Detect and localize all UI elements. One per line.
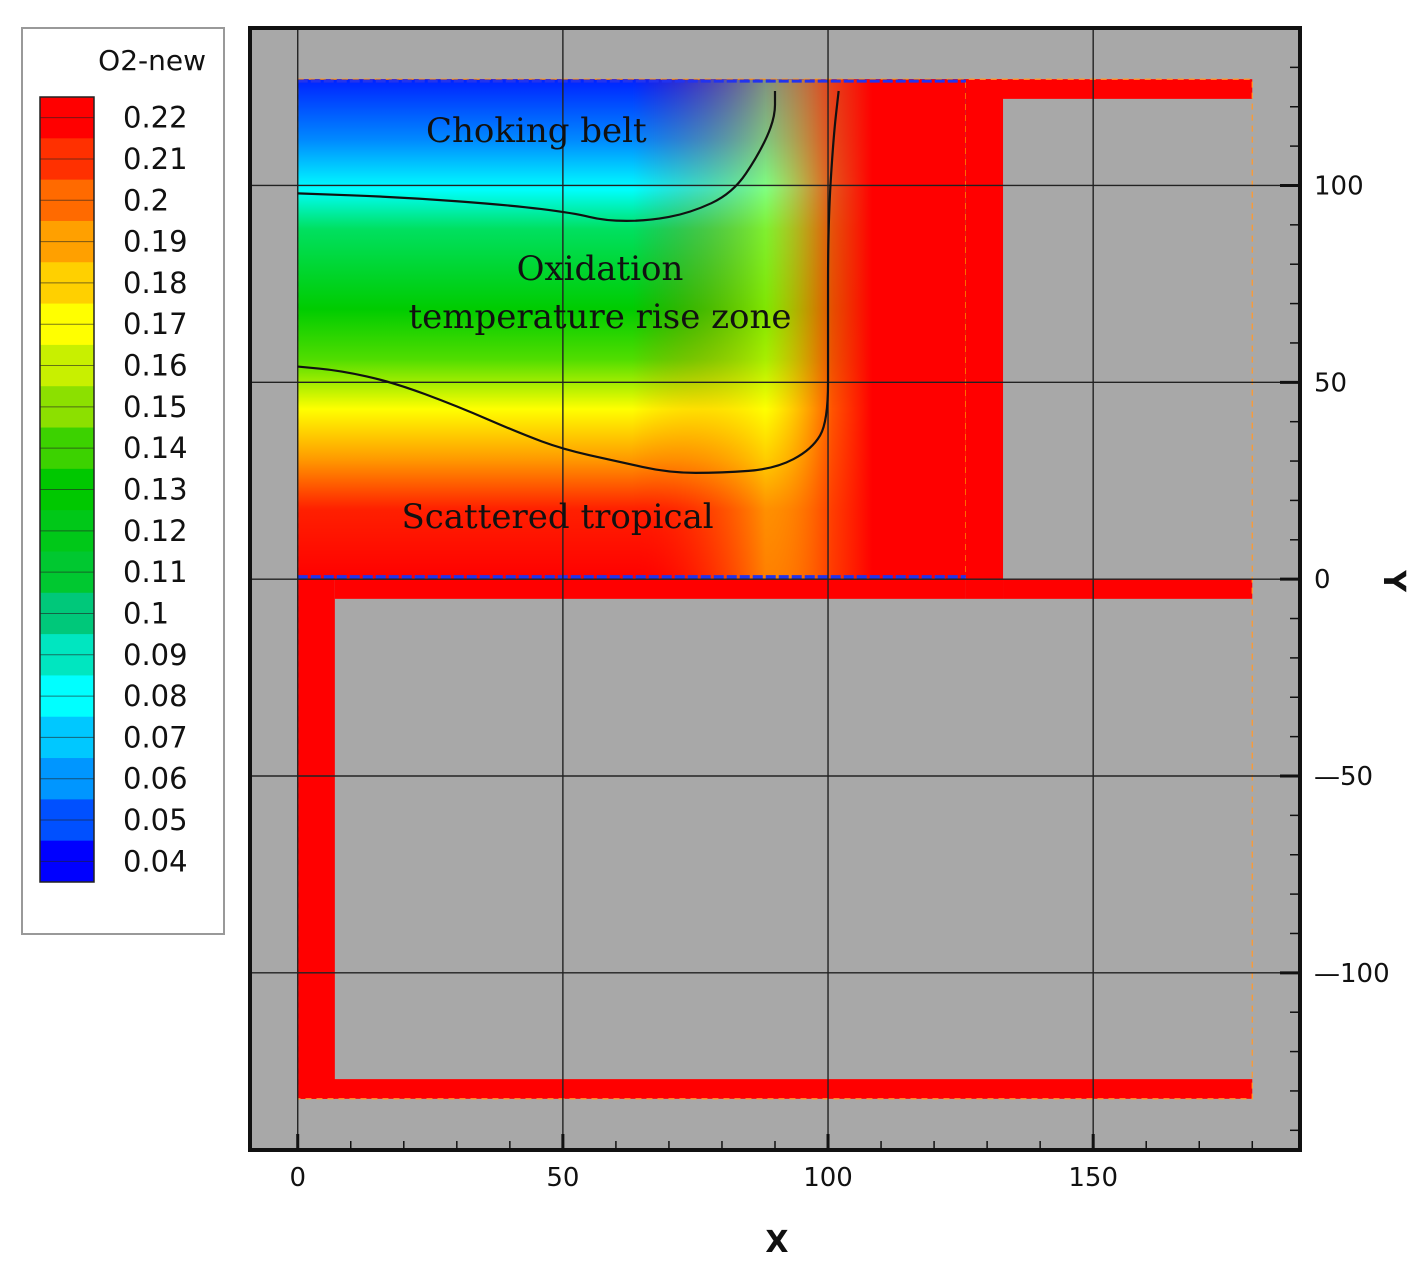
- y-tick-label: —50: [1314, 762, 1373, 792]
- colorbar-label: 0.08: [123, 679, 188, 713]
- contour-fill-right: [297, 79, 966, 580]
- x-tick-label: 0: [289, 1163, 306, 1193]
- domain-bar: [965, 79, 1004, 580]
- domain-bar: [297, 1079, 1253, 1099]
- colorbar-label: 0.11: [123, 555, 188, 589]
- y-axis-title: Y: [1376, 569, 1411, 593]
- colorbar-label: 0.1: [123, 596, 169, 630]
- contour-line-upper: [297, 90, 777, 223]
- y-axis-ticks: 100 50 0 —50 —100: [1280, 66, 1390, 1132]
- grid-lines: [250, 28, 1300, 1150]
- colorbar-label: 0.05: [123, 803, 188, 837]
- colorbar-label: 0.21: [123, 142, 188, 176]
- colorbar-label: 0.04: [123, 844, 188, 878]
- colorbar-label: 0.22: [123, 101, 188, 135]
- domain-bar: [334, 579, 966, 599]
- y-tick-label: —100: [1314, 959, 1390, 989]
- domain-bar: [1003, 579, 1253, 599]
- x-tick-label: 100: [803, 1163, 853, 1193]
- colorbar-labels: 0.22 0.21 0.2 0.19 0.18 0.17 0.16 0.15 0.14 0.13 0…: [123, 101, 188, 879]
- contour-field: [297, 79, 966, 580]
- colorbar-label: 0.12: [123, 514, 188, 548]
- colorbar-label: 0.09: [123, 638, 188, 672]
- colorbar-label: 0.15: [123, 390, 188, 424]
- contour-lines: [297, 90, 840, 474]
- zone-labels: Choking belt Oxidation temperature rise zo…: [401, 111, 791, 537]
- y-tick-label: 100: [1314, 171, 1364, 201]
- colorbar-label: 0.2: [123, 183, 169, 217]
- colorbar-frame: [39, 96, 95, 883]
- x-axis-title: X: [765, 1225, 788, 1260]
- zone-label: Scattered tropical: [401, 497, 713, 537]
- zone-label-line2: temperature rise zone: [408, 297, 791, 337]
- y-tick-label: 0: [1314, 565, 1331, 595]
- colorbar-label: 0.19: [123, 225, 188, 259]
- x-tick-label: 150: [1068, 1163, 1118, 1193]
- x-axis-ticks: 0 50 100 150: [289, 1134, 1254, 1193]
- colorbar-label: 0.16: [123, 349, 188, 383]
- zone-label: Choking belt: [426, 111, 647, 151]
- colorbar-label: 0.14: [123, 431, 188, 465]
- colorbar-legend: O2-new 0.220.210.20.190.180.170.160.150.…: [21, 27, 225, 935]
- legend-title: O2-new: [98, 44, 206, 77]
- zone-label: Oxidation: [517, 249, 684, 289]
- y-tick-label: 50: [1314, 368, 1347, 398]
- colorbar-label: 0.07: [123, 720, 188, 754]
- plot-area: Choking belt Oxidation temperature rise zo…: [248, 26, 1411, 1260]
- colorbar-bands: [39, 96, 95, 883]
- contour-line-lower: [297, 90, 840, 474]
- domain-bar: [297, 579, 335, 1099]
- colorbar-label: 0.13: [123, 473, 188, 507]
- colorbar-label: 0.06: [123, 762, 188, 796]
- colorbar-label: 0.18: [123, 266, 188, 300]
- colorbar-label: 0.17: [123, 307, 188, 341]
- domain-bar: [965, 579, 1004, 599]
- x-tick-label: 50: [546, 1163, 579, 1193]
